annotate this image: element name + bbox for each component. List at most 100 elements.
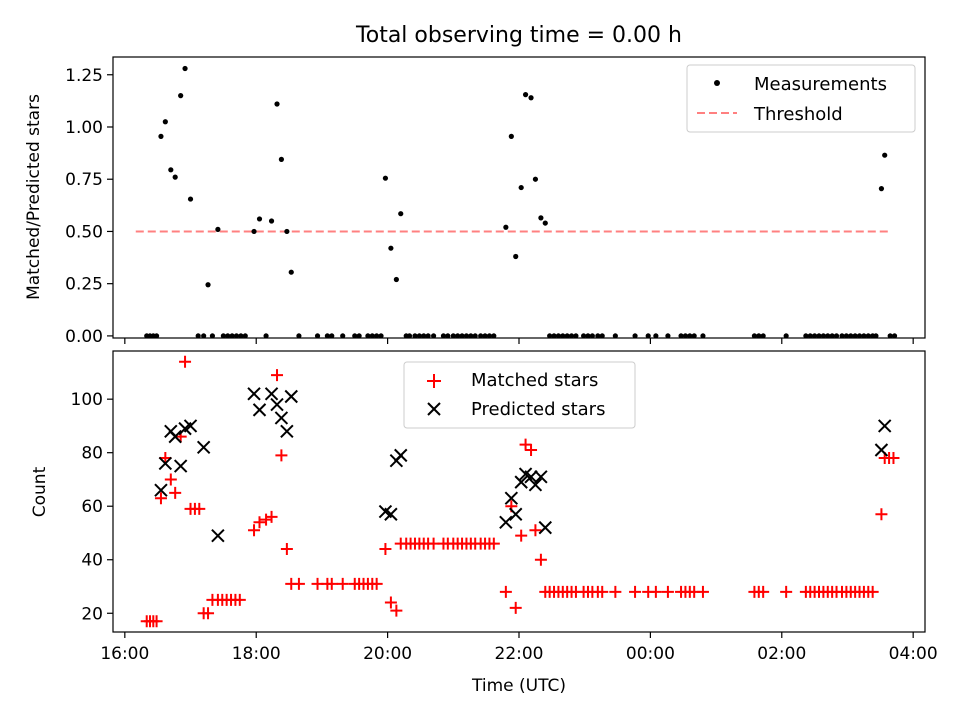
matched-star-points	[140, 355, 900, 628]
measurement-point	[482, 333, 488, 339]
legend-measurements-label: Measurements	[754, 74, 887, 95]
measurement-point	[687, 333, 693, 339]
measurement-point	[632, 333, 638, 339]
measurement-point	[878, 186, 885, 192]
bottom-y-tick: 100	[71, 390, 113, 410]
measurement-point	[538, 215, 544, 221]
top-legend: Measurements Threshold	[686, 64, 916, 133]
measurement-point	[288, 269, 294, 275]
measurement-point	[382, 175, 389, 181]
top-y-ticks: 0.00 0.25 0.50 0.75 1.00 1.25	[65, 66, 113, 347]
measurement-point	[653, 333, 659, 339]
matched-star-point	[379, 543, 392, 556]
measurement-point	[843, 333, 849, 339]
predicted-star-point	[394, 448, 408, 463]
measurement-point	[416, 333, 422, 339]
measurement-point	[440, 333, 447, 339]
matched-star-point	[529, 524, 542, 537]
bottom-x-tick: 22:00	[495, 632, 544, 664]
measurement-point	[547, 333, 553, 339]
legend-threshold-label: Threshold	[753, 104, 843, 125]
measurement-point	[205, 282, 211, 288]
measurement-point	[678, 333, 684, 339]
measurement-point	[195, 333, 201, 339]
predicted-star-point	[173, 459, 188, 473]
bottom-x-tick: 02:00	[757, 632, 806, 664]
measurement-point	[242, 333, 248, 339]
predicted-star-point	[247, 387, 261, 401]
predicted-star-point	[524, 470, 538, 484]
measurement-point	[472, 333, 478, 339]
measurement-point	[296, 333, 302, 339]
matched-star-point	[384, 596, 397, 609]
matched-star-point	[629, 585, 642, 598]
predicted-star-point	[514, 475, 528, 489]
predicted-star-points	[154, 387, 892, 543]
measurement-point	[820, 333, 826, 339]
measurement-points	[144, 65, 898, 339]
matched-star-point	[280, 543, 293, 556]
measurement-point	[378, 333, 384, 339]
measurement-point	[873, 333, 879, 339]
measurement-point	[162, 119, 168, 125]
matched-star-point	[596, 585, 609, 598]
bottom-y-tick-label: 20	[81, 604, 103, 624]
measurement-point	[852, 333, 858, 339]
measurement-point	[225, 333, 231, 339]
matched-star-point	[649, 585, 662, 598]
matched-star-point	[509, 601, 522, 614]
measurement-point	[398, 211, 404, 217]
measurement-point	[700, 333, 706, 339]
measurement-point	[220, 333, 226, 339]
measurement-point	[412, 333, 418, 339]
measurement-point	[599, 333, 605, 339]
predicted-star-point	[264, 387, 279, 401]
matched-star-point	[275, 449, 288, 462]
measurement-point	[522, 92, 529, 98]
predicted-star-point	[874, 443, 889, 457]
matched-star-point	[233, 593, 246, 606]
legend-matched-label: Matched stars	[471, 370, 598, 391]
measurement-point	[756, 333, 762, 339]
measurement-point	[682, 333, 689, 339]
bottom-x-tick: 18:00	[232, 632, 281, 664]
measurement-point	[865, 333, 871, 339]
measurement-point	[284, 228, 290, 235]
matched-star-point	[525, 444, 538, 457]
bottom-x-tick: 16:00	[100, 632, 149, 664]
matched-star-point	[260, 513, 273, 526]
measurement-point	[187, 196, 194, 202]
matched-star-point	[534, 553, 547, 566]
matched-star-point	[325, 577, 338, 590]
measurement-point	[595, 333, 601, 339]
measurement-point	[783, 333, 789, 339]
matched-star-point	[253, 516, 266, 529]
measurement-point	[665, 333, 671, 339]
matched-star-point	[887, 452, 900, 465]
measurement-point	[406, 333, 413, 339]
measurement-point	[421, 333, 427, 339]
bottom-x-tick-label: 00:00	[626, 644, 675, 664]
measurement-point	[887, 333, 893, 339]
measurement-point	[388, 245, 394, 251]
top-x-ticks	[124, 338, 914, 344]
bottom-x-ticks: 16:00 18:00 20:00 22:00 00:00 02:00 04:00	[100, 632, 938, 664]
measurement-point	[463, 333, 470, 339]
x-axis-label: Time (UTC)	[471, 676, 566, 696]
matched-star-point	[370, 577, 383, 590]
matched-star-point	[875, 508, 888, 521]
predicted-star-point	[538, 520, 552, 535]
measurement-point	[459, 333, 465, 339]
measurement-point	[555, 333, 562, 339]
bottom-x-tick-label: 22:00	[495, 644, 544, 664]
measurement-point	[691, 333, 697, 339]
measurement-point	[172, 174, 178, 180]
measurement-point	[807, 333, 813, 339]
measurement-point	[445, 333, 451, 339]
measurement-point	[816, 333, 822, 339]
matched-star-point	[519, 438, 532, 451]
measurement-point	[450, 333, 456, 339]
measurement-point	[274, 101, 280, 107]
top-legend-box	[686, 64, 916, 133]
